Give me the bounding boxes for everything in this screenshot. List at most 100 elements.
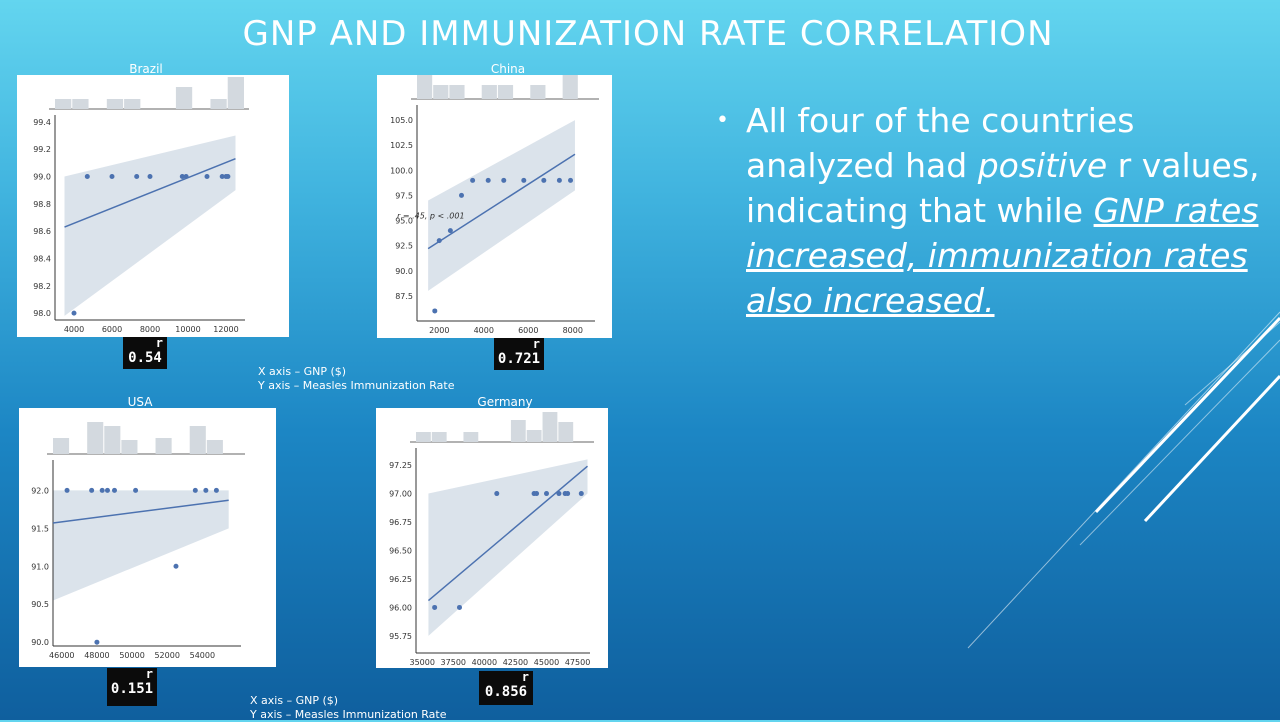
data-point [99, 487, 105, 493]
x-tick-label: 4000 [474, 326, 494, 335]
bullet-text-part2: r values, indicating that while [746, 146, 1260, 230]
marginal-hist-bar [510, 420, 526, 442]
data-point [213, 487, 219, 493]
x-tick-label: 50000 [119, 651, 144, 660]
data-point [179, 174, 185, 179]
y-tick-label: 96.25 [389, 575, 412, 584]
x-tick-label: 10000 [175, 325, 200, 334]
y-tick-label: 90.0 [31, 638, 49, 647]
r-value-badge-brazil: r 0.54 [123, 337, 167, 369]
x-tick-label: 48000 [84, 651, 109, 660]
scatter-plot-brazil: 4000 6000 8000 10000 12000 98.0 98.2 98.4 98.6 98… [33, 77, 249, 334]
bullet-icon: • [716, 108, 729, 133]
marginal-hist-bar [497, 85, 514, 99]
axis-note-y: Y axis – Measles Immunization Rate [258, 379, 455, 392]
y-tick-label: 98.6 [33, 227, 51, 236]
y-tick-label: 98.4 [33, 255, 51, 264]
y-tick-label: 91.5 [31, 524, 49, 533]
bullet-text-underlined: GNP rates increased, immunization rates … [746, 191, 1259, 320]
confidence-band [428, 120, 575, 291]
marginal-hist-bar [175, 87, 193, 109]
data-point [203, 487, 209, 493]
marginal-hist-bar [189, 426, 206, 454]
data-point [501, 177, 507, 183]
r-value-badge-usa: r 0.151 [107, 668, 157, 706]
y-tick-label: 90.5 [31, 600, 49, 609]
axis-note-top: X axis – GNP ($) Y axis – Measles Immuni… [258, 365, 455, 393]
x-tick-label: 35000 [409, 658, 434, 667]
data-point [521, 177, 527, 183]
y-tick-label: 87.5 [395, 292, 413, 301]
y-tick-label: 100.0 [390, 166, 413, 175]
data-point [134, 174, 140, 179]
y-tick-label: 96.50 [389, 547, 412, 556]
data-point [568, 177, 574, 183]
data-point [544, 491, 549, 497]
r-value: 0.856 [484, 684, 528, 700]
confidence-band [428, 459, 588, 636]
r-label: r [521, 670, 529, 684]
x-tick-label: 12000 [213, 325, 238, 334]
data-point [225, 174, 231, 179]
x-tick-label: 46000 [49, 651, 74, 660]
y-tick-label: 96.00 [389, 603, 412, 612]
marginal-hist-bar [55, 99, 72, 109]
marginal-hist-bar [417, 69, 433, 99]
marginal-hist-bar [53, 438, 70, 454]
marginal-hist-bar [558, 422, 574, 442]
data-point [173, 563, 179, 569]
data-point [534, 491, 540, 497]
data-point [541, 177, 547, 183]
slide-title: GNP AND IMMUNIZATION RATE CORRELATION [242, 14, 1054, 54]
data-point [436, 238, 442, 244]
chart-title-brazil: Brazil [129, 62, 163, 76]
regression-line [427, 465, 588, 602]
x-tick-label: 54000 [190, 651, 215, 660]
marginal-hist-bar [121, 440, 138, 454]
y-tick-label: 97.25 [389, 461, 412, 470]
y-tick-label: 102.5 [390, 141, 413, 150]
chart-title-usa: USA [127, 395, 153, 409]
data-point [432, 604, 438, 610]
marginal-hist-bar [104, 426, 121, 454]
r-label: r [145, 667, 153, 681]
chart-annotation: r = .45, p < .001 [397, 212, 465, 221]
decor-line [967, 311, 1280, 649]
data-point [432, 308, 438, 314]
marginal-hist-bar [562, 69, 578, 99]
r-value-badge-germany: r 0.856 [479, 671, 533, 705]
data-point [89, 487, 95, 493]
data-point [556, 177, 562, 183]
y-tick-label: 99.0 [33, 173, 51, 182]
marginal-hist-bar [481, 85, 497, 99]
regression-line [64, 158, 236, 228]
y-tick-label: 98.8 [33, 200, 51, 209]
marginal-hist-bar [210, 99, 227, 109]
x-tick-label: 6000 [102, 325, 122, 334]
axis-note-x: X axis – GNP ($) [258, 365, 347, 378]
y-tick-label: 92.0 [31, 486, 49, 495]
x-tick-label: 42500 [503, 658, 528, 667]
marginal-hist-bar [206, 440, 223, 454]
x-tick-label: 4000 [64, 325, 84, 334]
scatter-plot-germany: 35000 37500 40000 42500 45000 47500 95.75 96.00… [389, 412, 594, 667]
y-tick-label: 97.00 [389, 490, 412, 499]
y-tick-label: 99.2 [33, 145, 51, 154]
data-point [556, 491, 562, 497]
r-value-badge-china: r 0.721 [494, 338, 544, 370]
data-point [192, 487, 198, 493]
axis-note-x: X axis – GNP ($) [250, 694, 339, 707]
data-point [459, 192, 464, 198]
x-tick-label: 47500 [565, 658, 590, 667]
chart-title-china: China [490, 62, 526, 76]
data-point [64, 487, 70, 493]
data-point [447, 228, 453, 234]
marginal-hist-bar [542, 412, 558, 442]
r-value: 0.721 [497, 351, 541, 367]
axis-note-bottom: X axis – GNP ($) Y axis – Measles Immuni… [250, 694, 447, 722]
regression-line [427, 153, 576, 250]
marginal-hist-bar [124, 99, 141, 109]
marginal-hist-bar [431, 432, 447, 442]
marginal-hist-bar [526, 430, 542, 442]
marginal-hist-bar [530, 85, 546, 99]
